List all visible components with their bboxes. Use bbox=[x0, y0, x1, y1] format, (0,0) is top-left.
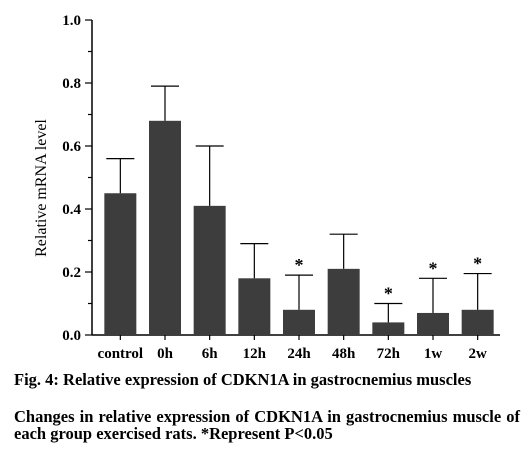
bar bbox=[238, 278, 271, 335]
bar bbox=[104, 193, 137, 335]
y-ticks: 0.0 0.2 0.4 0.6 0.8 1.0 bbox=[62, 13, 92, 344]
bar-chart: 0.0 0.2 0.4 0.6 0.8 1.0 * * * * control 0h 6h 12h 24… bbox=[33, 13, 500, 362]
bar bbox=[193, 205, 226, 335]
error-bars bbox=[106, 85, 492, 323]
x-tick-label: 12h bbox=[243, 346, 267, 362]
x-tick-label: 72h bbox=[377, 346, 401, 362]
x-tick-label: 0h bbox=[157, 346, 174, 362]
significance-star: * bbox=[295, 255, 304, 275]
bar bbox=[372, 322, 405, 335]
bars bbox=[104, 120, 494, 335]
y-tick-label: 0.6 bbox=[62, 139, 81, 155]
x-tick-label: control bbox=[98, 346, 144, 362]
bar bbox=[461, 309, 494, 335]
figure-description: Changes in relative expression of CDKN1A… bbox=[14, 407, 520, 443]
x-tick-label: 48h bbox=[332, 346, 356, 362]
significance-star: * bbox=[384, 284, 393, 304]
x-tick-label: 24h bbox=[287, 346, 311, 362]
significance-star: * bbox=[473, 254, 482, 274]
y-tick-label: 0.4 bbox=[62, 202, 81, 218]
significance-markers: * * * * bbox=[295, 254, 483, 304]
x-tick-label: 6h bbox=[202, 346, 219, 362]
y-tick-label: 0.2 bbox=[62, 265, 81, 281]
bar bbox=[417, 312, 449, 335]
y-tick-label: 0.0 bbox=[62, 328, 81, 344]
bar bbox=[327, 268, 360, 335]
bar bbox=[283, 309, 315, 335]
y-tick-label: 1.0 bbox=[62, 13, 81, 29]
x-tick-label: 1w bbox=[424, 346, 443, 362]
significance-star: * bbox=[429, 258, 438, 278]
figure-title: Fig. 4: Relative expression of CDKN1A in… bbox=[14, 370, 472, 389]
y-tick-label: 0.8 bbox=[62, 76, 81, 92]
y-axis-label: Relative mRNA level bbox=[33, 119, 50, 257]
x-tick-labels: control 0h 6h 12h 24h 48h 72h 1w 2w bbox=[98, 335, 487, 362]
x-tick-label: 2w bbox=[468, 346, 487, 362]
bar bbox=[149, 120, 181, 335]
